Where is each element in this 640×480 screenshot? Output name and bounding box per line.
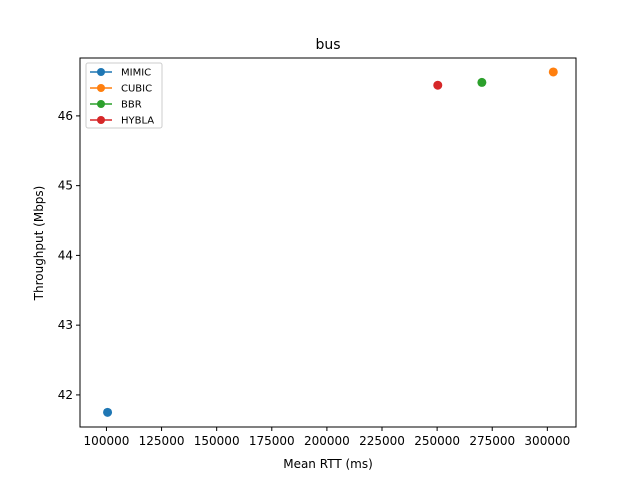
x-tick-label: 225000 bbox=[359, 434, 405, 448]
y-axis-label: Throughput (Mbps) bbox=[32, 186, 46, 302]
data-points bbox=[103, 67, 558, 417]
chart-title: bus bbox=[315, 37, 340, 53]
y-tick-label: 45 bbox=[58, 179, 73, 193]
y-tick-label: 44 bbox=[58, 248, 73, 262]
x-tick-label: 200000 bbox=[304, 434, 350, 448]
x-tick-label: 175000 bbox=[249, 434, 295, 448]
legend-label-cubic: CUBIC bbox=[121, 84, 152, 95]
legend-label-bbr: BBR bbox=[121, 100, 142, 111]
x-tick-label: 150000 bbox=[194, 434, 240, 448]
legend-marker-cubic bbox=[97, 84, 105, 92]
x-axis: 100000 125000 150000 175000 200000 225000 2500… bbox=[84, 427, 570, 448]
plot-area bbox=[79, 57, 577, 428]
point-cubic bbox=[548, 67, 558, 77]
x-tick-label: 250000 bbox=[414, 434, 460, 448]
legend-label-mimic: MIMIC bbox=[121, 68, 151, 79]
point-bbr bbox=[477, 77, 487, 87]
legend: MIMIC CUBIC BBR HYBLA bbox=[85, 62, 163, 129]
y-tick-label: 43 bbox=[58, 318, 73, 332]
legend-marker-hybla bbox=[97, 116, 105, 124]
legend-box bbox=[85, 62, 163, 129]
x-tick-label: 100000 bbox=[84, 434, 130, 448]
x-tick-label: 300000 bbox=[524, 434, 570, 448]
point-hybla bbox=[433, 80, 443, 90]
legend-marker-bbr bbox=[97, 100, 105, 108]
y-axis: 42 43 44 45 46 bbox=[58, 109, 80, 402]
x-tick-label: 125000 bbox=[139, 434, 185, 448]
point-mimic bbox=[103, 407, 113, 417]
x-axis-label: Mean RTT (ms) bbox=[283, 457, 373, 471]
y-tick-label: 42 bbox=[58, 388, 73, 402]
legend-label-hybla: HYBLA bbox=[121, 116, 154, 127]
x-tick-label: 275000 bbox=[469, 434, 515, 448]
y-tick-label: 46 bbox=[58, 109, 73, 123]
legend-marker-mimic bbox=[97, 68, 105, 76]
